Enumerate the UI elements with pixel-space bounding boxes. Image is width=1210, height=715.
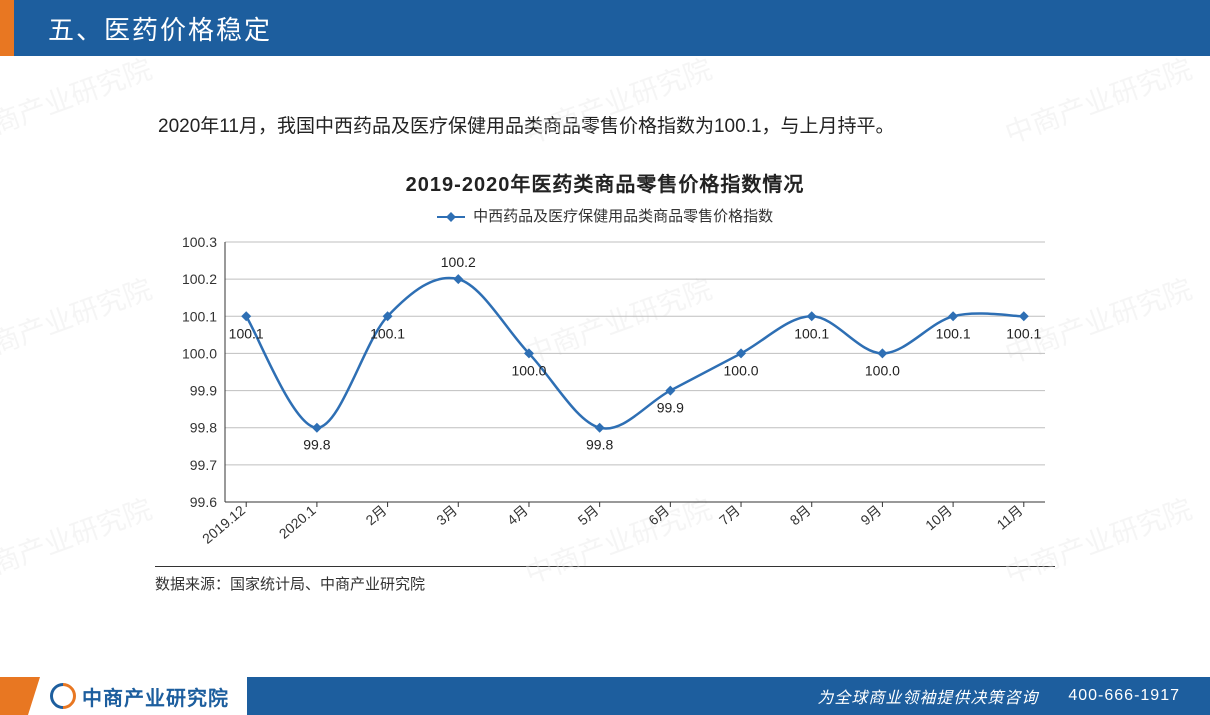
svg-text:8月: 8月: [787, 502, 814, 528]
header-accent: [0, 0, 14, 56]
footer-right: 为全球商业领袖提供决策咨询 400-666-1917: [247, 677, 1210, 715]
svg-text:99.8: 99.8: [303, 437, 330, 453]
svg-text:2月: 2月: [363, 502, 390, 528]
legend-label: 中西药品及医疗保健用品类商品零售价格指数: [473, 208, 773, 225]
section-header: 五、医药价格稳定: [0, 0, 1210, 56]
svg-text:99.9: 99.9: [657, 400, 684, 416]
svg-text:3月: 3月: [433, 502, 460, 528]
logo-text: 中商产业研究院: [82, 682, 229, 711]
svg-text:10月: 10月: [922, 502, 955, 533]
footer-logo-block: 中商产业研究院: [40, 677, 247, 715]
svg-text:2020.1: 2020.1: [276, 502, 319, 542]
svg-text:100.0: 100.0: [182, 346, 217, 362]
svg-text:100.1: 100.1: [370, 325, 405, 341]
chart-title: 2019-2020年医药类商品零售价格指数情况: [0, 168, 1210, 197]
svg-text:99.8: 99.8: [586, 437, 613, 453]
svg-text:100.1: 100.1: [1006, 325, 1041, 341]
svg-text:100.1: 100.1: [182, 308, 217, 324]
legend-marker: [437, 216, 465, 218]
svg-text:99.9: 99.9: [190, 383, 217, 399]
svg-text:9月: 9月: [857, 502, 884, 528]
footer-phone: 400-666-1917: [1068, 687, 1180, 705]
svg-text:100.2: 100.2: [441, 254, 476, 270]
body-paragraph: 2020年11月，我国中西药品及医疗保健用品类商品零售价格指数为100.1，与上…: [120, 110, 1120, 144]
watermark: 中商产业研究院: [0, 268, 157, 373]
svg-text:100.0: 100.0: [724, 363, 759, 379]
svg-text:100.1: 100.1: [936, 325, 971, 341]
section-title: 五、医药价格稳定: [14, 0, 1210, 56]
svg-text:100.1: 100.1: [229, 325, 264, 341]
svg-text:100.0: 100.0: [865, 363, 900, 379]
chart-container: 中西药品及医疗保健用品类商品零售价格指数 99.6 99.7 99.8 99.9 100…: [155, 205, 1055, 562]
svg-text:4月: 4月: [504, 502, 531, 528]
logo-icon: [45, 678, 82, 715]
svg-text:100.0: 100.0: [511, 363, 546, 379]
line-chart: 99.699.799.899.9100.0100.1100.2100.32019…: [155, 232, 1075, 562]
svg-text:100.3: 100.3: [182, 234, 217, 250]
svg-text:7月: 7月: [716, 502, 743, 528]
svg-text:99.8: 99.8: [190, 420, 217, 436]
svg-text:100.2: 100.2: [182, 271, 217, 287]
svg-text:6月: 6月: [645, 502, 672, 528]
footer-accent: [0, 677, 40, 715]
svg-text:100.1: 100.1: [794, 325, 829, 341]
footer-tagline: 为全球商业领袖提供决策咨询: [817, 684, 1038, 708]
svg-text:99.6: 99.6: [190, 494, 217, 510]
watermark: 中商产业研究院: [0, 488, 157, 593]
svg-text:11月: 11月: [994, 502, 1026, 533]
page-footer: 中商产业研究院 为全球商业领袖提供决策咨询 400-666-1917: [0, 677, 1210, 715]
data-source: 数据来源：国家统计局、中商产业研究院: [155, 566, 1055, 594]
svg-text:5月: 5月: [575, 502, 602, 528]
svg-text:99.7: 99.7: [190, 457, 217, 473]
chart-legend: 中西药品及医疗保健用品类商品零售价格指数: [155, 205, 1055, 226]
